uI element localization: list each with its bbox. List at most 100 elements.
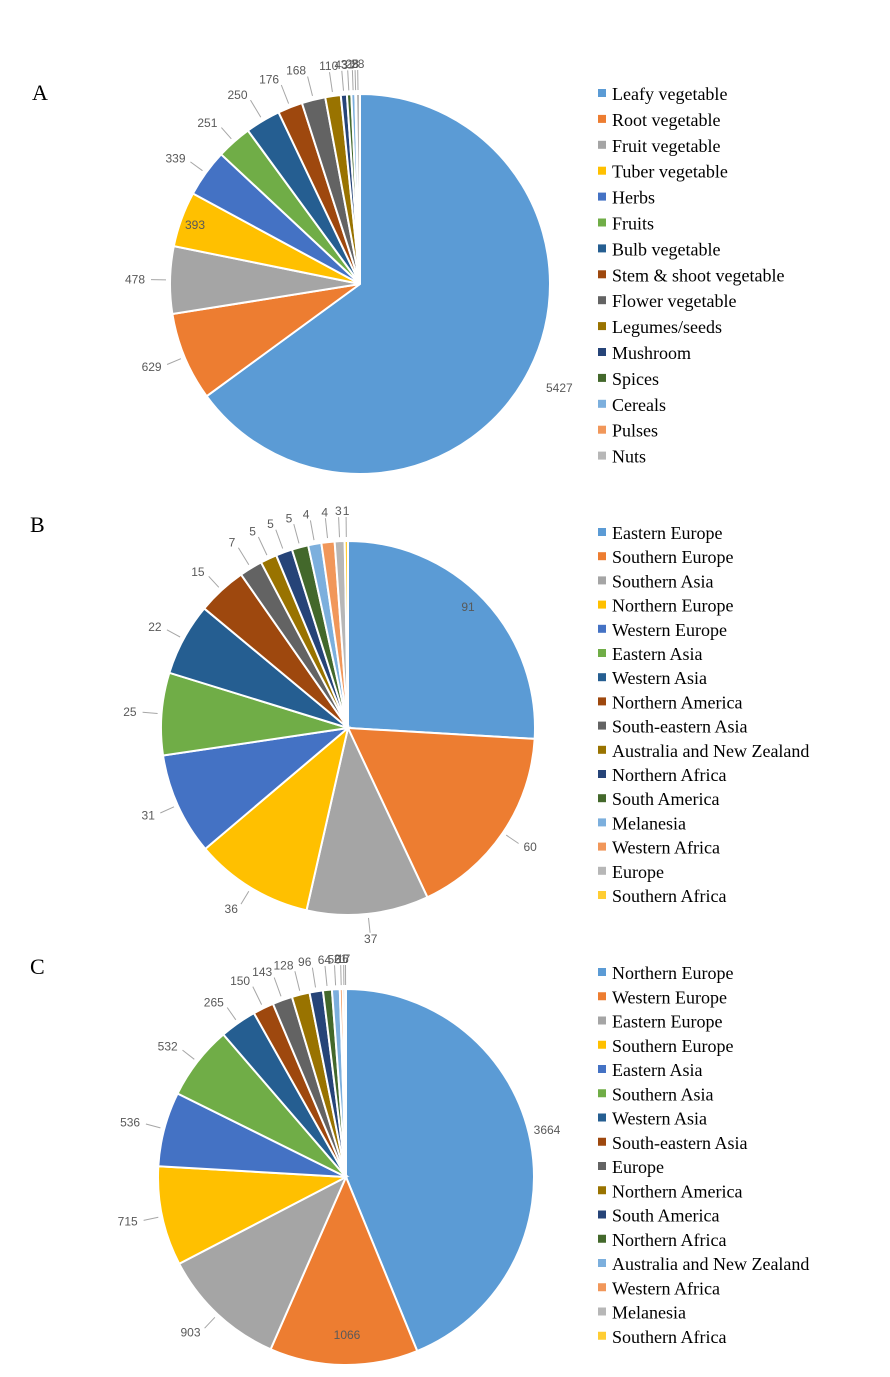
- legend-swatch: [598, 576, 606, 585]
- panel-letter: A: [32, 80, 48, 105]
- legend-swatch: [598, 673, 606, 682]
- value-label: 22: [148, 620, 162, 634]
- legend-swatch: [598, 1234, 606, 1243]
- leader-line: [329, 72, 333, 93]
- legend-swatch: [598, 1186, 606, 1195]
- legend-swatch: [598, 721, 606, 730]
- value-label: 56: [328, 952, 342, 966]
- value-label: 4: [321, 505, 328, 519]
- value-label: 1: [343, 504, 350, 518]
- value-label: 250: [227, 88, 247, 102]
- leader-line: [252, 986, 263, 1005]
- value-label: 28: [351, 57, 365, 71]
- legend-label: Southern Europe: [612, 547, 733, 567]
- legend-label: Northern America: [612, 1181, 742, 1201]
- value-label: 629: [142, 360, 162, 374]
- legend-label: Northern Europe: [612, 596, 733, 616]
- legend-label: Fruits: [612, 214, 654, 234]
- value-label: 715: [118, 1215, 138, 1229]
- legend-label: South America: [612, 1206, 719, 1226]
- leader-line: [347, 70, 350, 91]
- pie-slice: [177, 1174, 349, 1351]
- pie-slice: [156, 1165, 350, 1266]
- value-label: 6: [342, 952, 349, 966]
- value-label: 28: [346, 57, 360, 71]
- legend-swatch: [598, 296, 606, 305]
- legend-label: Mushroom: [612, 343, 691, 363]
- leader-line: [280, 84, 290, 104]
- value-label: 31: [142, 808, 156, 822]
- value-label: 1066: [334, 1328, 361, 1342]
- pie-slice: [354, 92, 361, 285]
- value-label: 7: [229, 536, 236, 550]
- legend-label: Melanesia: [612, 813, 686, 833]
- legend-swatch: [598, 1259, 606, 1267]
- leader-line: [257, 536, 268, 556]
- legend-label: Leafy vegetable: [612, 84, 727, 104]
- legend-swatch: [598, 1065, 606, 1073]
- legend-label: Western Africa: [612, 1278, 720, 1298]
- legend-swatch: [598, 1307, 606, 1316]
- legend-swatch: [598, 1210, 606, 1219]
- legend-swatch: [598, 794, 606, 803]
- leader-line: [311, 967, 316, 988]
- pie-slice: [205, 92, 551, 475]
- value-label: 60: [524, 840, 538, 854]
- pie-slice: [269, 1174, 419, 1366]
- value-label: 37: [364, 932, 378, 946]
- legend-label: Southern Africa: [612, 886, 726, 906]
- leader-line: [307, 76, 313, 97]
- value-label: 5427: [546, 381, 573, 395]
- legend-swatch: [598, 992, 606, 1001]
- legend-swatch: [598, 451, 606, 460]
- value-label: 265: [204, 996, 224, 1010]
- leader-line: [351, 70, 354, 91]
- legend-label: Southern Asia: [612, 571, 714, 591]
- value-label: 903: [180, 1326, 200, 1340]
- legend-swatch: [598, 218, 606, 227]
- legend-label: Western Europe: [612, 620, 727, 640]
- value-label: 4: [303, 508, 310, 522]
- leader-line: [273, 977, 282, 997]
- value-label: 43: [335, 58, 349, 72]
- leader-line: [334, 965, 337, 986]
- value-label: 536: [120, 1116, 140, 1130]
- legend-label: Western Asia: [612, 1109, 707, 1129]
- leader-line: [190, 161, 203, 172]
- leader-line: [166, 629, 181, 638]
- legend-swatch: [598, 244, 606, 253]
- value-label: 5: [249, 525, 256, 539]
- value-label: 31: [341, 57, 355, 71]
- legend-swatch: [598, 649, 606, 657]
- value-label: 17: [337, 952, 351, 966]
- leader-line: [145, 1123, 161, 1129]
- value-label: 150: [230, 974, 250, 988]
- legend-label: Southern Asia: [612, 1084, 714, 1104]
- legend-swatch: [598, 1016, 606, 1025]
- value-label: 3: [335, 504, 342, 518]
- leader-line: [208, 575, 220, 588]
- leader-line: [240, 890, 250, 905]
- value-label: 36: [225, 902, 239, 916]
- legend-swatch: [598, 818, 606, 827]
- value-label: 21: [334, 952, 348, 966]
- pie-slice: [161, 726, 352, 851]
- legend-swatch: [598, 600, 606, 609]
- legend-label: Eastern Asia: [612, 644, 702, 664]
- leader-line: [142, 711, 158, 714]
- value-label: 393: [185, 218, 205, 232]
- legend-swatch: [598, 745, 606, 754]
- legend-swatch: [598, 322, 606, 331]
- leader-line: [160, 806, 175, 814]
- value-label: 478: [125, 273, 145, 287]
- legend-label: Melanesia: [612, 1303, 686, 1323]
- legend-label: South America: [612, 789, 719, 809]
- pie-slice: [203, 725, 350, 912]
- leader-line: [204, 1316, 216, 1329]
- legend-label: Northern Europe: [612, 963, 733, 983]
- legend-label: Eastern Europe: [612, 1012, 722, 1032]
- value-label: 25: [123, 705, 137, 719]
- legend-label: Herbs: [612, 188, 655, 208]
- leader-line: [309, 520, 315, 541]
